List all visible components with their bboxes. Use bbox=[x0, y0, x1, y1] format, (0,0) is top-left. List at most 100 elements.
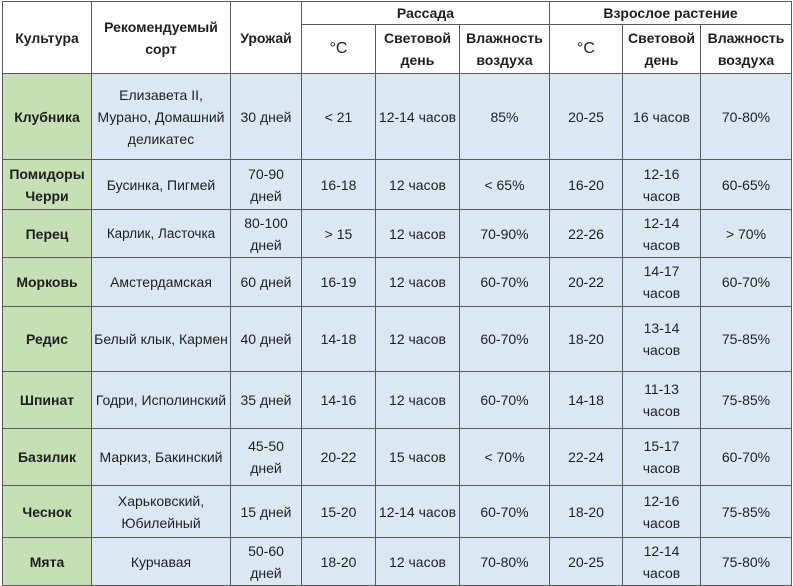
crop-cell: Базилик bbox=[2, 428, 92, 486]
harvest-cell: 80-100 дней bbox=[230, 209, 302, 258]
seedling-light-cell: 12-14 часов bbox=[375, 485, 460, 538]
adult-temp-cell: 16-20 bbox=[549, 159, 623, 210]
adult-humidity-cell: 75-85% bbox=[699, 371, 793, 429]
header-harvest: Урожай bbox=[230, 1, 302, 74]
seedling-humidity-cell: < 65% bbox=[459, 159, 550, 210]
adult-temp-cell: 18-20 bbox=[549, 485, 623, 538]
harvest-cell: 15 дней bbox=[230, 485, 302, 538]
variety-cell: Амстердамская bbox=[91, 257, 231, 307]
header-seedling-temp: °C bbox=[301, 24, 376, 74]
table-row: Базилик Маркиз, Бакинский 45-50 дней 20-… bbox=[2, 428, 793, 486]
variety-cell: Маркиз, Бакинский bbox=[91, 428, 231, 486]
adult-light-cell: 12-16 часов bbox=[622, 159, 701, 210]
table-row: Морковь Амстердамская 60 дней 16-19 12 ч… bbox=[2, 257, 793, 307]
seedling-humidity-cell: 70-90% bbox=[459, 209, 550, 258]
adult-temp-cell: 20-22 bbox=[549, 257, 623, 307]
table-row: Шпинат Годри, Исполинский 35 дней 14-16 … bbox=[2, 371, 793, 429]
adult-light-cell: 16 часов bbox=[622, 73, 701, 160]
variety-cell: Карлик, Ласточка bbox=[91, 209, 231, 258]
header-adult-light: Световой день bbox=[622, 24, 701, 74]
variety-cell: Бусинка, Пигмей bbox=[91, 159, 231, 210]
seedling-light-cell: 12-14 часов bbox=[375, 73, 460, 160]
header-adult-temp: °C bbox=[549, 24, 623, 74]
table-row: Перец Карлик, Ласточка 80-100 дней > 15 … bbox=[2, 209, 793, 258]
table-body: Клубника Елизавета II, Мурано, Домашний … bbox=[2, 73, 793, 586]
variety-cell: Елизавета II, Мурано, Домашний деликатес bbox=[91, 73, 231, 160]
crop-cell: Шпинат bbox=[2, 371, 92, 429]
harvest-cell: 30 дней bbox=[230, 73, 302, 160]
table-row: Помидоры Черри Бусинка, Пигмей 70-90 дне… bbox=[2, 159, 793, 210]
adult-light-cell: 14-17 часов bbox=[622, 257, 701, 307]
header-seedling-light: Световой день bbox=[375, 24, 460, 74]
adult-humidity-cell: 70-80% bbox=[699, 73, 793, 160]
seedling-light-cell: 12 часов bbox=[375, 306, 460, 372]
seedling-humidity-cell: 60-70% bbox=[459, 306, 550, 372]
seedling-light-cell: 12 часов bbox=[375, 159, 460, 210]
adult-humidity-cell: 60-65% bbox=[699, 159, 793, 210]
header-variety: Рекомендуемый сорт bbox=[91, 1, 231, 74]
crop-cell: Помидоры Черри bbox=[2, 159, 92, 210]
adult-light-cell: 12-16 часов bbox=[622, 485, 701, 538]
harvest-cell: 40 дней bbox=[230, 306, 302, 372]
seedling-light-cell: 12 часов bbox=[375, 371, 460, 429]
header-seedling-humidity: Влажность воздуха bbox=[459, 24, 550, 74]
seedling-light-cell: 12 часов bbox=[375, 209, 460, 258]
adult-humidity-cell: > 70% bbox=[699, 209, 793, 258]
seedling-temp-cell: > 15 bbox=[301, 209, 376, 258]
adult-humidity-cell: 60-70% bbox=[699, 428, 793, 486]
seedling-temp-cell: 20-22 bbox=[301, 428, 376, 486]
adult-temp-cell: 22-24 bbox=[549, 428, 623, 486]
seedling-humidity-cell: 70-80% bbox=[459, 537, 550, 586]
crop-cell: Клубника bbox=[2, 73, 92, 160]
header-seedlings: Рассада bbox=[301, 1, 550, 25]
table-header: Культура Рекомендуемый сорт Урожай Расса… bbox=[2, 1, 793, 74]
variety-cell: Курчавая bbox=[91, 537, 231, 586]
seedling-light-cell: 15 часов bbox=[375, 428, 460, 486]
adult-temp-cell: 18-20 bbox=[549, 306, 623, 372]
harvest-cell: 70-90 дней bbox=[230, 159, 302, 210]
seedling-light-cell: 12 часов bbox=[375, 537, 460, 586]
seedling-humidity-cell: 60-70% bbox=[459, 371, 550, 429]
seedling-humidity-cell: 85% bbox=[459, 73, 550, 160]
seedling-temp-cell: 16-18 bbox=[301, 159, 376, 210]
adult-temp-cell: 20-25 bbox=[549, 73, 623, 160]
seedling-humidity-cell: 60-70% bbox=[459, 485, 550, 538]
seedling-temp-cell: 15-20 bbox=[301, 485, 376, 538]
harvest-cell: 35 дней bbox=[230, 371, 302, 429]
seedling-temp-cell: 14-18 bbox=[301, 306, 376, 372]
seedling-temp-cell: 14-16 bbox=[301, 371, 376, 429]
adult-humidity-cell: 75-85% bbox=[699, 485, 793, 538]
adult-light-cell: 13-14 часов bbox=[622, 306, 701, 372]
table-row: Мята Курчавая 50-60 дней 18-20 12 часов … bbox=[2, 537, 793, 586]
crop-cell: Редис bbox=[2, 306, 92, 372]
harvest-cell: 60 дней bbox=[230, 257, 302, 307]
adult-light-cell: 12-14 часов bbox=[622, 209, 701, 258]
seedling-temp-cell: < 21 bbox=[301, 73, 376, 160]
seedling-light-cell: 12 часов bbox=[375, 257, 460, 307]
crop-cell: Морковь bbox=[2, 257, 92, 307]
variety-cell: Харьковский, Юбилейный bbox=[91, 485, 231, 538]
table-row: Чеснок Харьковский, Юбилейный 15 дней 15… bbox=[2, 485, 793, 538]
adult-temp-cell: 22-26 bbox=[549, 209, 623, 258]
harvest-cell: 45-50 дней bbox=[230, 428, 302, 486]
header-crop: Культура bbox=[2, 1, 92, 74]
adult-temp-cell: 14-18 bbox=[549, 371, 623, 429]
table-row: Клубника Елизавета II, Мурано, Домашний … bbox=[2, 73, 793, 160]
adult-humidity-cell: 60-70% bbox=[699, 257, 793, 307]
seedling-temp-cell: 16-19 bbox=[301, 257, 376, 307]
adult-light-cell: 11-13 часов bbox=[622, 371, 701, 429]
crop-cell: Перец bbox=[2, 209, 92, 258]
harvest-cell: 50-60 дней bbox=[230, 537, 302, 586]
crop-cell: Мята bbox=[2, 537, 92, 586]
variety-cell: Годри, Исполинский bbox=[91, 371, 231, 429]
crop-cell: Чеснок bbox=[2, 485, 92, 538]
adult-temp-cell: 20-25 bbox=[549, 537, 623, 586]
seedling-humidity-cell: 60-70% bbox=[459, 257, 550, 307]
header-adult-humidity: Влажность воздуха bbox=[699, 24, 793, 74]
variety-cell: Белый клык, Кармен bbox=[91, 306, 231, 372]
header-adult-plant: Взрослое растение bbox=[548, 1, 793, 25]
adult-humidity-cell: 75-85% bbox=[699, 306, 793, 372]
adult-light-cell: 12-14 часов bbox=[622, 537, 701, 586]
adult-light-cell: 15-17 часов bbox=[622, 428, 701, 486]
